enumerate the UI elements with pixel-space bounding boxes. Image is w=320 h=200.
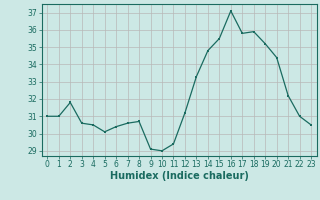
X-axis label: Humidex (Indice chaleur): Humidex (Indice chaleur) bbox=[110, 171, 249, 181]
